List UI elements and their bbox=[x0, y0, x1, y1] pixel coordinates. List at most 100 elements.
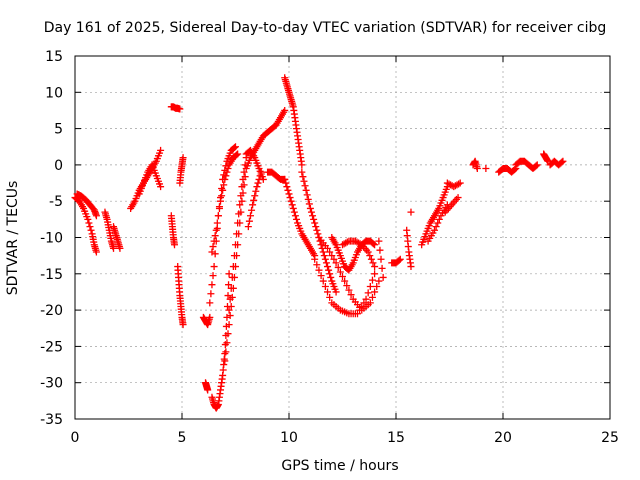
data-point bbox=[321, 283, 329, 291]
data-point bbox=[327, 273, 335, 281]
data-point bbox=[206, 299, 214, 307]
series-arc-am bbox=[546, 157, 567, 169]
data-point bbox=[241, 173, 249, 181]
data-point bbox=[371, 263, 379, 271]
data-point bbox=[533, 161, 541, 169]
data-point bbox=[336, 268, 344, 276]
data-point bbox=[238, 197, 246, 205]
ticks bbox=[74, 55, 611, 420]
x-axis-label: GPS time / hours bbox=[281, 458, 398, 474]
data-point bbox=[225, 281, 233, 289]
data-point bbox=[282, 179, 290, 187]
data-point bbox=[221, 175, 229, 183]
data-point bbox=[407, 263, 415, 271]
data-point bbox=[206, 313, 214, 321]
data-point bbox=[366, 252, 374, 260]
series-arc-m bbox=[208, 150, 242, 256]
data-point bbox=[376, 246, 384, 254]
series-arc-ak bbox=[512, 157, 541, 173]
series-arc-u bbox=[281, 175, 319, 260]
data-point bbox=[85, 219, 93, 227]
data-point bbox=[339, 273, 346, 281]
data-point bbox=[92, 212, 100, 220]
data-point bbox=[236, 219, 244, 227]
series-arc-e bbox=[167, 103, 184, 113]
data-point bbox=[222, 172, 230, 180]
y-axis-label: SDTVAR / TECUs bbox=[5, 181, 21, 296]
series-arc-y bbox=[339, 237, 379, 271]
data-point bbox=[253, 183, 261, 191]
y-tick-label: -5 bbox=[49, 194, 63, 210]
data-point bbox=[371, 241, 379, 249]
data-point bbox=[328, 252, 336, 260]
data-point bbox=[212, 226, 220, 234]
data-point bbox=[208, 281, 216, 289]
data-point bbox=[343, 238, 351, 246]
data-point bbox=[224, 292, 232, 300]
data-point bbox=[368, 276, 376, 284]
data-point bbox=[326, 248, 334, 256]
data-point bbox=[319, 248, 327, 256]
y-tick-label: -25 bbox=[40, 339, 63, 355]
data-point bbox=[305, 200, 313, 208]
data-point bbox=[171, 241, 179, 249]
data-point bbox=[332, 288, 340, 296]
data-point bbox=[225, 270, 233, 278]
data-point bbox=[234, 150, 242, 158]
data-point bbox=[211, 232, 219, 240]
data-point bbox=[407, 208, 415, 216]
data-point bbox=[251, 192, 259, 200]
data-point bbox=[326, 293, 334, 301]
data-point bbox=[375, 237, 383, 245]
data-point bbox=[532, 162, 540, 170]
data-point bbox=[92, 248, 100, 256]
data-point bbox=[246, 212, 254, 220]
y-tick-label: 0 bbox=[54, 158, 63, 174]
data-point bbox=[304, 195, 312, 203]
data-point bbox=[255, 175, 263, 183]
data-point bbox=[207, 290, 215, 298]
data-point bbox=[210, 263, 218, 271]
data-point bbox=[455, 180, 463, 188]
data-point bbox=[220, 181, 228, 189]
data-point bbox=[283, 183, 291, 191]
series-arc-ag bbox=[443, 179, 464, 191]
data-point bbox=[341, 277, 349, 285]
series-arc-w bbox=[315, 234, 383, 314]
data-point bbox=[84, 215, 92, 223]
series-arc-c bbox=[110, 223, 124, 252]
data-point bbox=[482, 165, 490, 173]
data-point bbox=[221, 357, 229, 365]
data-point bbox=[313, 226, 321, 234]
series-arc-j bbox=[199, 313, 214, 329]
data-point bbox=[347, 291, 355, 299]
data-point bbox=[208, 248, 216, 256]
data-point bbox=[324, 288, 332, 296]
x-tick-label: 15 bbox=[387, 430, 405, 446]
data-point bbox=[257, 168, 265, 176]
data-point bbox=[559, 157, 567, 165]
series-arc-o bbox=[221, 106, 289, 365]
data-point bbox=[239, 189, 247, 197]
series-arc-t bbox=[298, 168, 340, 296]
data-point bbox=[364, 248, 372, 256]
data-point bbox=[223, 339, 231, 347]
series-arc-ai bbox=[482, 165, 490, 173]
data-point bbox=[217, 197, 225, 205]
data-point bbox=[223, 168, 231, 176]
data-point bbox=[254, 179, 262, 187]
data-point bbox=[321, 255, 329, 263]
data-point bbox=[225, 321, 233, 329]
data-point bbox=[378, 264, 386, 272]
data-point bbox=[315, 266, 323, 274]
data-point bbox=[558, 158, 566, 166]
data-point bbox=[248, 206, 256, 214]
y-tick-label: 15 bbox=[45, 49, 63, 65]
series-arc-a2 bbox=[73, 190, 100, 220]
data-point bbox=[225, 306, 233, 314]
data-point bbox=[292, 215, 300, 223]
data-point bbox=[330, 255, 338, 263]
data-point bbox=[303, 191, 311, 199]
data-point bbox=[157, 183, 165, 191]
